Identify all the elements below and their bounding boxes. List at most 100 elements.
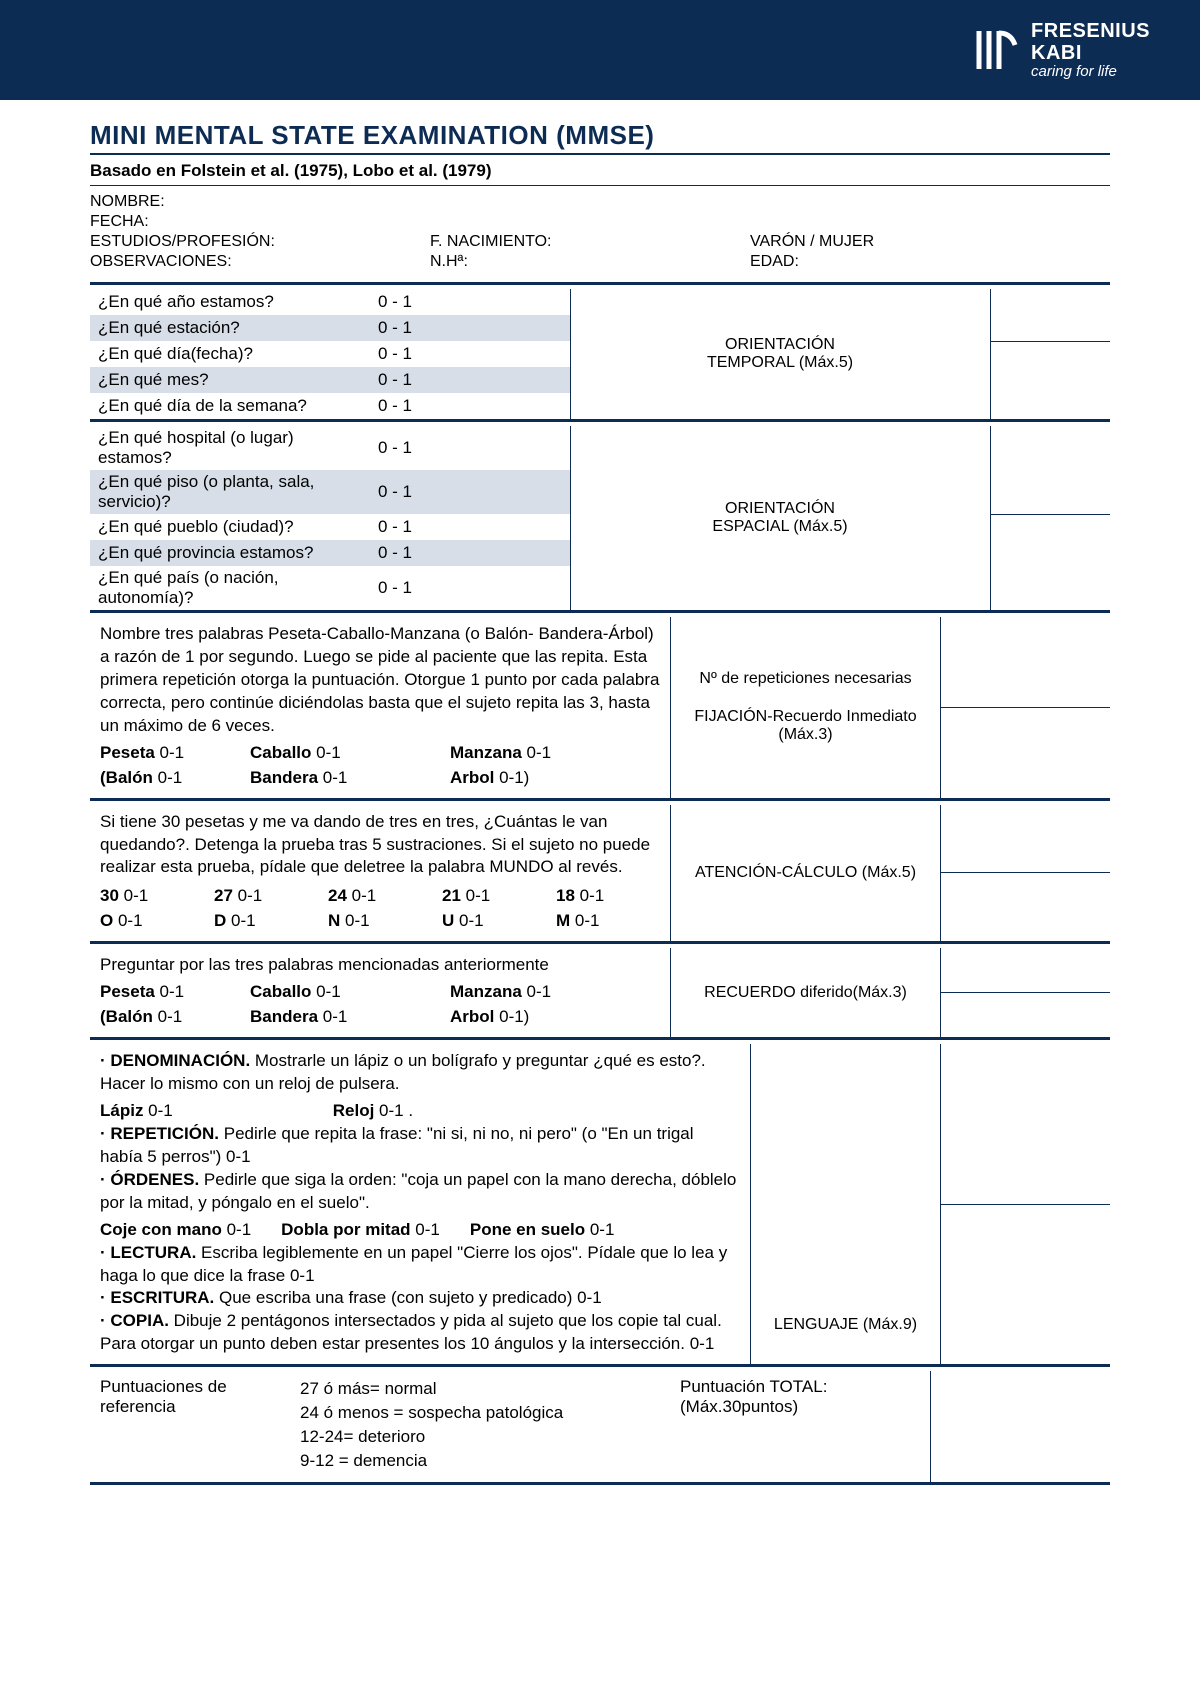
section-fijacion: Nombre tres palabras Peseta-Caballo-Manz… bbox=[90, 617, 1110, 801]
label-fnac: F. NACIMIENTO: bbox=[430, 233, 750, 251]
cat-espacial: ORIENTACIÓN ESPACIAL (Máx.5) bbox=[570, 426, 990, 610]
item-peseta: Peseta 0-1 bbox=[100, 981, 240, 1004]
ref-l3: 12-24= deterioro bbox=[300, 1425, 680, 1449]
item-balon: (Balón 0-1 bbox=[100, 767, 240, 790]
section-referencia: Puntuaciones de referencia 27 ó más= nor… bbox=[90, 1371, 1110, 1485]
section-recuerdo: Preguntar por las tres palabras menciona… bbox=[90, 948, 1110, 1040]
cat-line1: ORIENTACIÓN bbox=[579, 336, 982, 354]
score-box[interactable] bbox=[941, 1044, 1110, 1204]
escritura: · ESCRITURA. Que escriba una frase (con … bbox=[100, 1287, 740, 1310]
q-dia: ¿En qué día(fecha)? bbox=[90, 341, 370, 367]
brand-logo: FRESENIUS KABI caring for life bbox=[973, 20, 1150, 81]
ref-head: Puntuaciones de referencia bbox=[100, 1377, 300, 1472]
q-provincia: ¿En qué provincia estamos? bbox=[90, 540, 370, 566]
item-manzana: Manzana 0-1 bbox=[450, 981, 660, 1004]
it-m: M 0-1 bbox=[556, 910, 660, 933]
q-pueblo: ¿En qué pueblo (ciudad)? bbox=[90, 514, 370, 540]
it-n: N 0-1 bbox=[328, 910, 432, 933]
score-box[interactable] bbox=[941, 707, 1110, 798]
it-pone: Pone en suelo 0-1 bbox=[470, 1219, 615, 1242]
section-orient-temporal: ¿En qué año estamos? 0 - 1 ORIENTACIÓN T… bbox=[90, 289, 1110, 422]
q-diasemana: ¿En qué día de la semana? bbox=[90, 393, 370, 419]
q-pais: ¿En qué país (o nación, autonomía)? bbox=[90, 566, 370, 610]
label-estudios: ESTUDIOS/PROFESIÓN: bbox=[90, 233, 430, 251]
it-21: 21 0-1 bbox=[442, 885, 546, 908]
item-balon: (Balón 0-1 bbox=[100, 1006, 240, 1029]
score: 0 - 1 bbox=[370, 367, 570, 393]
brand-line2: KABI bbox=[1031, 42, 1150, 64]
cat-fijacion: Nº de repeticiones necesarias FIJACIÓN-R… bbox=[670, 617, 940, 798]
item-caballo: Caballo 0-1 bbox=[250, 742, 440, 765]
it-lapiz: Lápiz 0-1 bbox=[100, 1100, 173, 1123]
score-box[interactable] bbox=[941, 992, 1110, 1037]
it-u: U 0-1 bbox=[442, 910, 546, 933]
brand-line1: FRESENIUS bbox=[1031, 20, 1150, 42]
it-18: 18 0-1 bbox=[556, 885, 660, 908]
ref-l1: 27 ó más= normal bbox=[300, 1377, 680, 1401]
ordenes: · ÓRDENES. Pedirle que siga la orden: "c… bbox=[100, 1169, 740, 1215]
fij-top: Nº de repeticiones necesarias bbox=[699, 670, 911, 688]
page-title: MINI MENTAL STATE EXAMINATION (MMSE) bbox=[90, 120, 1110, 155]
page-body: MINI MENTAL STATE EXAMINATION (MMSE) Bas… bbox=[0, 100, 1200, 1515]
it-o: O 0-1 bbox=[100, 910, 204, 933]
item-arbol: Arbol 0-1) bbox=[450, 767, 660, 790]
cat-recuerdo: RECUERDO diferido(Máx.3) bbox=[670, 948, 940, 1037]
cat-temporal: ORIENTACIÓN TEMPORAL (Máx.5) bbox=[570, 289, 990, 419]
it-27: 27 0-1 bbox=[214, 885, 318, 908]
score: 0 - 1 bbox=[370, 514, 570, 540]
item-bandera: Bandera 0-1 bbox=[250, 1006, 440, 1029]
score: 0 - 1 bbox=[370, 341, 570, 367]
section-orient-espacial: ¿En qué hospital (o lugar) estamos? 0 - … bbox=[90, 426, 1110, 613]
total-box[interactable] bbox=[930, 1371, 1110, 1482]
score: 0 - 1 bbox=[370, 393, 570, 419]
score: 0 - 1 bbox=[370, 315, 570, 341]
item-caballo: Caballo 0-1 bbox=[250, 981, 440, 1004]
brand-tagline: caring for life bbox=[1031, 64, 1150, 81]
subtitle: Basado en Folstein et al. (1975), Lobo e… bbox=[90, 155, 1110, 186]
score-box[interactable] bbox=[990, 426, 1110, 514]
label-fecha: FECHA: bbox=[90, 213, 430, 231]
q-piso: ¿En qué piso (o planta, sala, servicio)? bbox=[90, 470, 370, 514]
score-box[interactable] bbox=[941, 617, 1110, 707]
ref-values: 27 ó más= normal 24 ó menos = sospecha p… bbox=[300, 1377, 680, 1472]
copia: · COPIA. Dibuje 2 pentágonos intersectad… bbox=[100, 1310, 740, 1356]
fijacion-text: Nombre tres palabras Peseta-Caballo-Manz… bbox=[100, 623, 660, 738]
cat-line2: TEMPORAL (Máx.5) bbox=[579, 354, 982, 372]
section-lenguaje: · DENOMINACIÓN. Mostrarle un lápiz o un … bbox=[90, 1044, 1110, 1367]
it-d: D 0-1 bbox=[214, 910, 318, 933]
score: 0 - 1 bbox=[370, 426, 570, 470]
lectura: · LECTURA. Escriba legiblemente en un pa… bbox=[100, 1242, 740, 1288]
recuerdo-text: Preguntar por las tres palabras menciona… bbox=[100, 954, 660, 977]
score-box[interactable] bbox=[990, 289, 1110, 341]
denominacion: · DENOMINACIÓN. Mostrarle un lápiz o un … bbox=[100, 1050, 740, 1096]
label-sex: VARÓN / MUJER bbox=[750, 233, 874, 251]
label-observ: OBSERVACIONES: bbox=[90, 253, 430, 271]
label-edad: EDAD: bbox=[750, 253, 799, 271]
score-box[interactable] bbox=[941, 805, 1110, 873]
total-l1: Puntuación TOTAL: bbox=[680, 1377, 930, 1397]
score-box[interactable] bbox=[941, 1204, 1110, 1365]
it-reloj: Reloj 0-1 . bbox=[333, 1100, 413, 1123]
score-box[interactable] bbox=[990, 514, 1110, 610]
score: 0 - 1 bbox=[370, 470, 570, 514]
cat-line1: ORIENTACIÓN bbox=[579, 500, 982, 518]
score-box[interactable] bbox=[941, 872, 1110, 941]
score-box[interactable] bbox=[941, 948, 1110, 992]
item-peseta: Peseta 0-1 bbox=[100, 742, 240, 765]
score-box[interactable] bbox=[990, 341, 1110, 419]
q-hospital: ¿En qué hospital (o lugar) estamos? bbox=[90, 426, 370, 470]
score: 0 - 1 bbox=[370, 540, 570, 566]
item-bandera: Bandera 0-1 bbox=[250, 767, 440, 790]
repeticion: · REPETICIÓN. Pedirle que repita la fras… bbox=[100, 1123, 740, 1169]
patient-info: NOMBRE: FECHA: ESTUDIOS/PROFESIÓN: F. NA… bbox=[90, 186, 1110, 285]
ref-l4: 9-12 = demencia bbox=[300, 1449, 680, 1473]
page-header: FRESENIUS KABI caring for life bbox=[0, 0, 1200, 100]
total-label: Puntuación TOTAL: (Máx.30puntos) bbox=[680, 1377, 930, 1472]
ref-l2: 24 ó menos = sospecha patológica bbox=[300, 1401, 680, 1425]
cat-atencion: ATENCIÓN-CÁLCULO (Máx.5) bbox=[670, 805, 940, 942]
total-l2: (Máx.30puntos) bbox=[680, 1397, 930, 1417]
cat-line2: ESPACIAL (Máx.5) bbox=[579, 518, 982, 536]
q-ano: ¿En qué año estamos? bbox=[90, 289, 370, 315]
it-30: 30 0-1 bbox=[100, 885, 204, 908]
section-atencion: Si tiene 30 pesetas y me va dando de tre… bbox=[90, 805, 1110, 945]
